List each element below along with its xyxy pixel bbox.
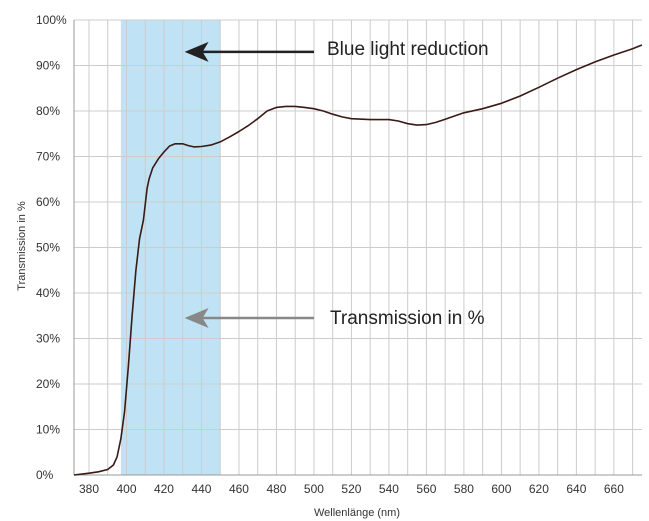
x-tick-label: 580 (454, 482, 474, 496)
axes: 0% 10% 20% 30% 40% 50% 60% 70% 80% 90% 100% 380 400 4… (36, 13, 624, 496)
x-tick-label: 560 (416, 482, 436, 496)
x-tick-label: 420 (154, 482, 174, 496)
y-tick-label: 90% (36, 59, 60, 73)
x-tick-label: 620 (529, 482, 549, 496)
y-tick-label: 100% (36, 13, 67, 27)
x-axis-label: Wellenlänge (nm) (314, 507, 400, 519)
annotation-blue-light-reduction: Blue light reduction (327, 39, 489, 60)
annotation-arrow-head (184, 41, 209, 62)
y-tick-label: 30% (36, 332, 60, 346)
annotations-layer: Blue light reduction Transmission in % (184, 39, 489, 329)
x-tick-label: 660 (604, 482, 624, 496)
y-tick-label: 70% (36, 150, 60, 164)
x-tick-label: 460 (229, 482, 249, 496)
annotation-transmission: Transmission in % (330, 308, 485, 329)
series-layer (73, 44, 643, 476)
y-tick-label: 50% (36, 241, 60, 255)
x-tick-label: 400 (116, 482, 136, 496)
annotation-arrow-head (184, 308, 209, 329)
x-tick-label: 480 (266, 482, 286, 496)
x-tick-label: 600 (491, 482, 511, 496)
grid (74, 19, 642, 476)
x-tick-label: 440 (191, 482, 211, 496)
y-tick-label: 40% (36, 286, 60, 300)
x-tick-label: 380 (79, 482, 99, 496)
y-tick-label: 20% (36, 377, 60, 391)
y-tick-label: 60% (36, 195, 60, 209)
y-tick-label: 80% (36, 104, 60, 118)
series-line (73, 44, 643, 476)
x-tick-label: 500 (304, 482, 324, 496)
x-tick-label: 540 (379, 482, 399, 496)
x-tick-label: 520 (341, 482, 361, 496)
y-tick-label: 10% (36, 423, 60, 437)
x-tick-label: 640 (566, 482, 586, 496)
y-axis-label: Transmission in % (16, 201, 28, 291)
y-tick-label: 0% (36, 468, 54, 482)
